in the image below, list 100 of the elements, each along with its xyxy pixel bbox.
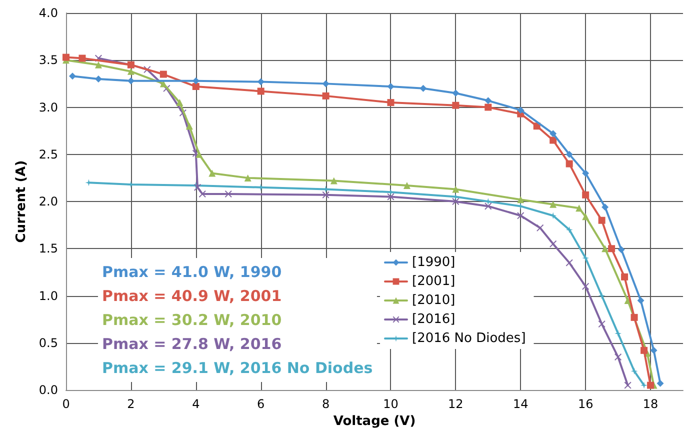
x-tick-label: 14 <box>512 397 528 411</box>
point <box>566 226 573 234</box>
point <box>192 77 200 84</box>
point <box>257 78 264 86</box>
point <box>208 170 216 177</box>
point <box>536 224 544 232</box>
point <box>550 240 557 248</box>
point <box>198 190 206 198</box>
point <box>656 380 664 387</box>
point <box>224 190 232 198</box>
point <box>387 193 394 200</box>
y-tick-label: 1.5 <box>38 242 58 256</box>
point <box>630 314 638 321</box>
point <box>322 80 330 88</box>
point <box>602 204 609 211</box>
point <box>598 216 606 224</box>
point <box>322 191 330 198</box>
x-tick-label: 4 <box>192 397 200 411</box>
point <box>420 84 427 92</box>
annotation: Pmax = 27.8 W, 2016 <box>102 334 283 355</box>
point <box>614 330 622 337</box>
point <box>330 177 338 184</box>
y-axis-title: Current (A) <box>14 160 29 243</box>
point <box>94 75 102 82</box>
point <box>582 254 590 262</box>
legend-label: [2016] <box>412 312 456 327</box>
point <box>78 54 86 62</box>
y-tick-label: 1.0 <box>38 288 58 303</box>
point <box>618 246 625 254</box>
point <box>566 160 573 168</box>
point <box>640 382 648 389</box>
point <box>566 150 573 158</box>
y-tick-label: 2.0 <box>38 194 58 208</box>
point <box>257 88 264 95</box>
y-tick-label: 3.0 <box>38 100 58 114</box>
y-tick-label: 3.5 <box>38 53 58 68</box>
point <box>484 202 492 210</box>
point <box>127 68 134 75</box>
x-tick-label: 6 <box>257 397 265 411</box>
point <box>647 382 654 389</box>
x-tick-label: 12 <box>448 397 464 411</box>
point <box>94 61 102 68</box>
annotation: Pmax = 30.2 W, 2010 <box>102 310 283 331</box>
x-tick-label: 0 <box>62 397 70 411</box>
point <box>403 182 410 189</box>
point <box>484 104 492 111</box>
point <box>387 99 394 106</box>
point <box>517 212 524 220</box>
point <box>630 368 638 375</box>
point <box>452 102 460 109</box>
point <box>602 245 609 252</box>
point <box>550 136 557 144</box>
legend-label: [2010] <box>412 293 456 308</box>
point <box>566 259 573 266</box>
annotation: Pmax = 41.0 W, 1990 <box>102 262 283 283</box>
point <box>484 97 492 104</box>
point <box>598 320 606 328</box>
point <box>186 122 193 130</box>
legend-label: [2016 No Diodes] <box>412 331 526 346</box>
y-tick-label: 0.5 <box>38 336 58 350</box>
point <box>452 198 460 205</box>
point <box>582 170 590 177</box>
point <box>608 245 616 252</box>
point <box>452 186 460 193</box>
point <box>517 196 524 204</box>
point <box>127 77 134 84</box>
legend-label: [1990] <box>412 255 456 270</box>
x-axis-title: Voltage (V) <box>333 414 416 429</box>
point <box>387 83 394 90</box>
point <box>598 292 606 300</box>
point <box>517 106 524 114</box>
y-tick-label: 2.5 <box>38 147 58 162</box>
point <box>176 99 184 106</box>
annotation: Pmax = 29.1 W, 2016 No Diodes <box>102 358 373 379</box>
point <box>550 200 557 208</box>
point <box>576 204 583 212</box>
point <box>196 150 203 158</box>
point <box>244 174 252 182</box>
point <box>452 90 460 97</box>
x-tick-label: 8 <box>322 397 330 411</box>
point <box>621 273 628 280</box>
point <box>550 130 557 138</box>
point <box>650 346 658 354</box>
x-tick-label: 2 <box>127 397 135 411</box>
point <box>192 83 200 90</box>
y-tick-label: 0.0 <box>38 383 58 397</box>
point <box>640 346 648 354</box>
x-tick-label: 10 <box>383 397 398 411</box>
point <box>582 282 590 290</box>
point <box>624 382 632 389</box>
legend-label: [2001] <box>412 274 456 289</box>
y-tick-label: 4.0 <box>38 6 58 20</box>
point <box>637 296 644 304</box>
point <box>582 213 590 220</box>
x-tick-label: 16 <box>578 397 594 411</box>
annotation: Pmax = 40.9 W, 2001 <box>102 286 283 307</box>
point <box>550 212 557 220</box>
point <box>322 92 330 100</box>
x-tick-label: 18 <box>642 397 658 411</box>
point <box>160 70 167 78</box>
